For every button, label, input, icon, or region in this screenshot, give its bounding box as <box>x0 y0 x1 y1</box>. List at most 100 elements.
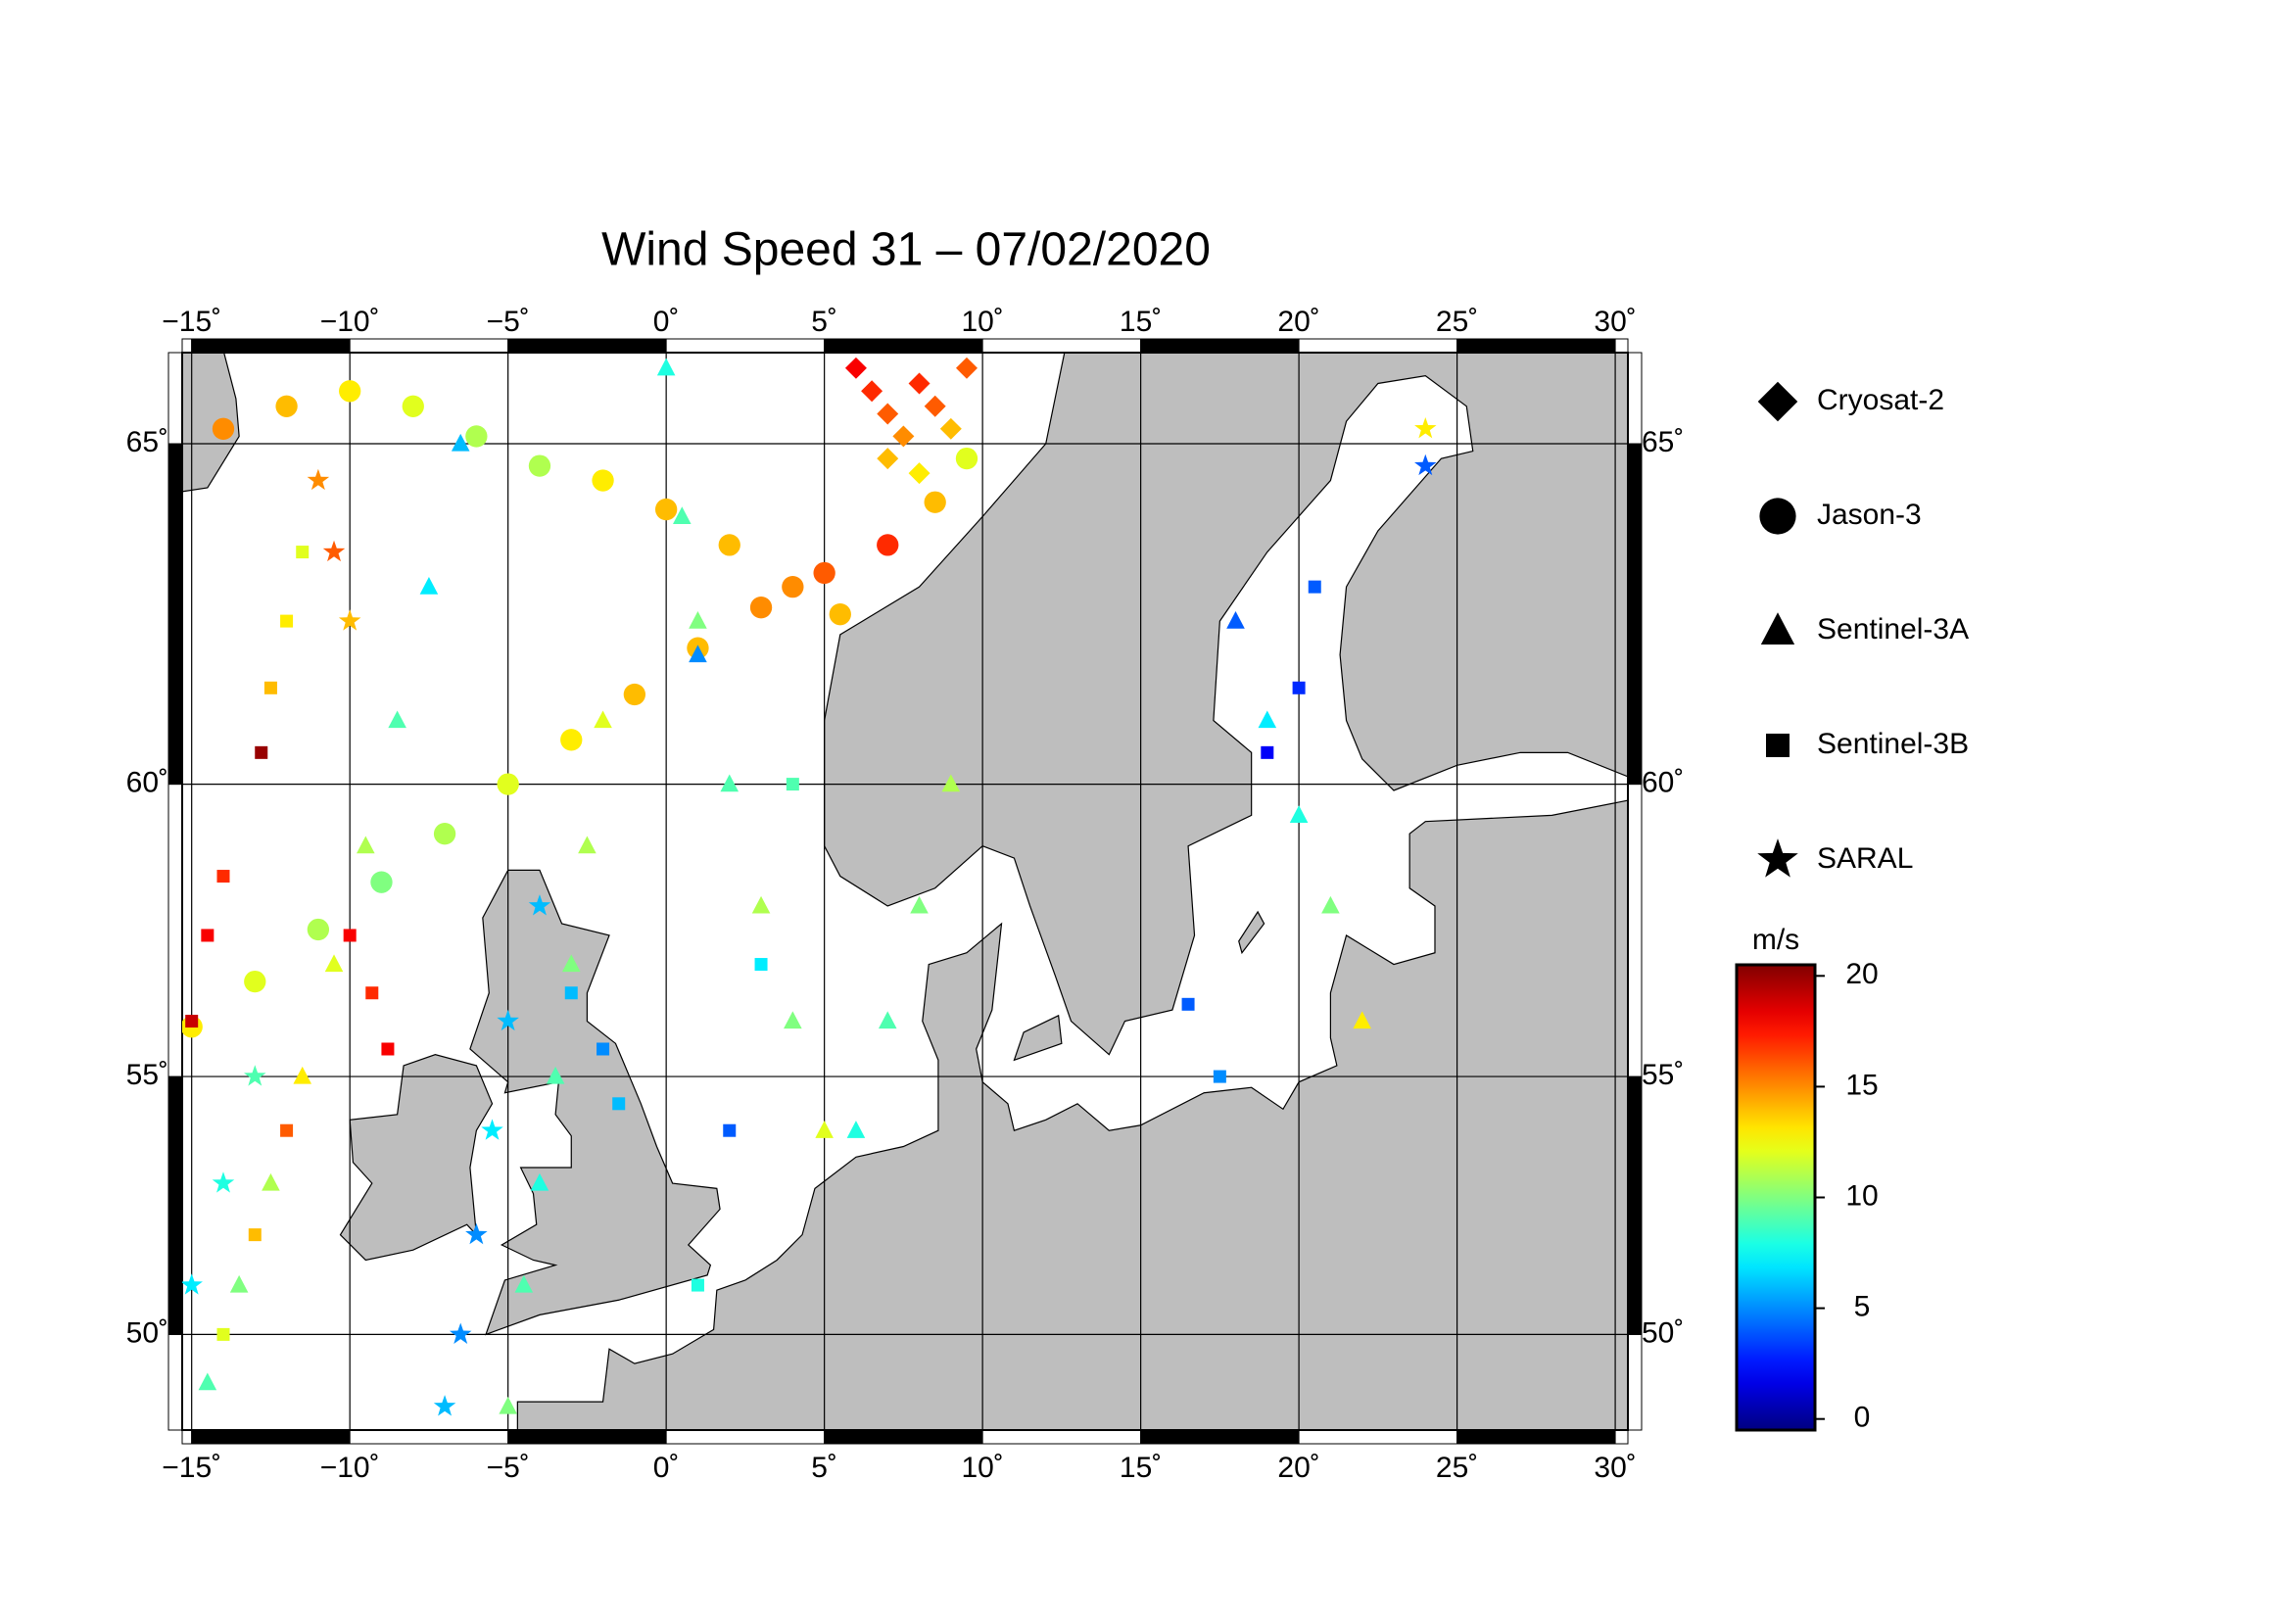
frame-bar <box>1456 338 1616 354</box>
data-point <box>244 970 266 993</box>
data-point <box>594 710 612 729</box>
data-point <box>465 1222 488 1245</box>
x-tick-label: 15˚ <box>1120 1452 1162 1484</box>
frame-bar <box>181 338 193 354</box>
frame-bar <box>665 338 826 354</box>
data-point <box>1321 895 1340 914</box>
data-point <box>1213 1070 1226 1083</box>
data-point <box>216 1327 230 1341</box>
legend-label: SARAL <box>1817 842 1913 875</box>
data-point <box>419 577 439 595</box>
chart-title: Wind Speed 31 – 07/02/2020 <box>601 224 1211 276</box>
data-point <box>561 954 581 973</box>
data-point <box>198 1372 217 1391</box>
data-point <box>955 447 978 470</box>
frame-bar <box>507 338 667 354</box>
frame-bar <box>191 1429 351 1445</box>
data-point <box>263 681 277 694</box>
colorbar-tick-label: 5 <box>1854 1291 1871 1323</box>
data-point <box>255 745 268 759</box>
data-point <box>370 871 393 893</box>
x-tick-label: 20˚ <box>1277 1452 1319 1484</box>
land-area <box>1013 1014 1063 1062</box>
frame-bar <box>1614 338 1629 354</box>
x-tick-label: 30˚ <box>1594 1452 1636 1484</box>
data-point <box>322 540 346 562</box>
data-point <box>280 614 294 628</box>
data-point <box>324 954 344 973</box>
y-tick-label: 50˚ <box>126 1316 168 1349</box>
data-point <box>578 836 597 854</box>
data-point <box>691 1278 704 1292</box>
legend-label: Sentinel-3A <box>1817 613 1969 645</box>
x-tick-label: 20˚ <box>1277 306 1319 338</box>
frame-bar <box>167 352 183 445</box>
y-tick-label: 60˚ <box>126 767 168 799</box>
data-point <box>910 895 929 914</box>
data-point <box>877 448 899 470</box>
data-point <box>908 462 931 485</box>
frame-bar <box>167 443 183 786</box>
land-area <box>824 353 1628 1056</box>
frame-bar <box>1140 1429 1300 1445</box>
data-point <box>365 986 379 1000</box>
data-point <box>564 986 578 1000</box>
legend-symbol <box>1757 838 1798 878</box>
data-point <box>892 425 915 448</box>
data-point <box>481 1119 503 1140</box>
colorbar-unit: m/s <box>1752 924 1799 956</box>
data-point <box>924 491 946 513</box>
points <box>182 357 1437 1416</box>
x-tick-label: −5˚ <box>487 306 530 338</box>
colorbar-tick-label: 0 <box>1854 1402 1871 1434</box>
frame-bar <box>1627 352 1643 445</box>
data-point <box>751 895 771 914</box>
y-tick-label: 50˚ <box>1642 1316 1684 1349</box>
data-point <box>815 1121 834 1138</box>
data-point <box>497 1009 519 1031</box>
data-point <box>182 1273 203 1295</box>
data-point <box>465 425 488 448</box>
frame-bar <box>1627 1075 1643 1335</box>
data-point <box>656 358 676 376</box>
land-area <box>339 1054 494 1262</box>
data-point <box>546 1066 565 1084</box>
x-tick-label: −10˚ <box>320 306 380 338</box>
data-point <box>829 602 851 626</box>
data-point <box>955 357 978 379</box>
data-point <box>723 1123 737 1137</box>
legend-label: Sentinel-3B <box>1817 728 1969 760</box>
frame-bar <box>1627 784 1643 1077</box>
y-tick-label: 65˚ <box>1642 426 1684 458</box>
data-point <box>499 1396 517 1414</box>
data-point <box>786 778 799 791</box>
data-point <box>673 506 692 524</box>
x-tick-label: 30˚ <box>1594 306 1636 338</box>
data-point <box>528 454 551 477</box>
frame-bar <box>1456 1429 1616 1445</box>
legend-symbol <box>1766 734 1790 757</box>
land-area <box>1238 910 1265 955</box>
data-point <box>592 469 614 492</box>
data-point <box>782 575 804 598</box>
frame-bar <box>1298 338 1458 354</box>
data-point <box>262 1172 280 1191</box>
data-point <box>908 372 931 395</box>
data-point <box>939 417 962 440</box>
frame-bar <box>1627 443 1643 786</box>
frame-bar <box>507 1429 667 1445</box>
plot-border <box>181 352 1629 1431</box>
frame-bar <box>981 1429 1142 1445</box>
frame-bar <box>181 1429 193 1445</box>
data-point <box>307 918 330 941</box>
data-point <box>275 395 298 417</box>
frame-bar <box>824 338 983 354</box>
land-area <box>516 799 1628 1430</box>
data-point <box>514 1274 534 1293</box>
land <box>182 353 1628 1430</box>
frame-bar <box>191 338 351 354</box>
data-point <box>201 929 215 942</box>
data-point <box>528 894 551 916</box>
x-tick-label: −5˚ <box>487 1452 530 1484</box>
